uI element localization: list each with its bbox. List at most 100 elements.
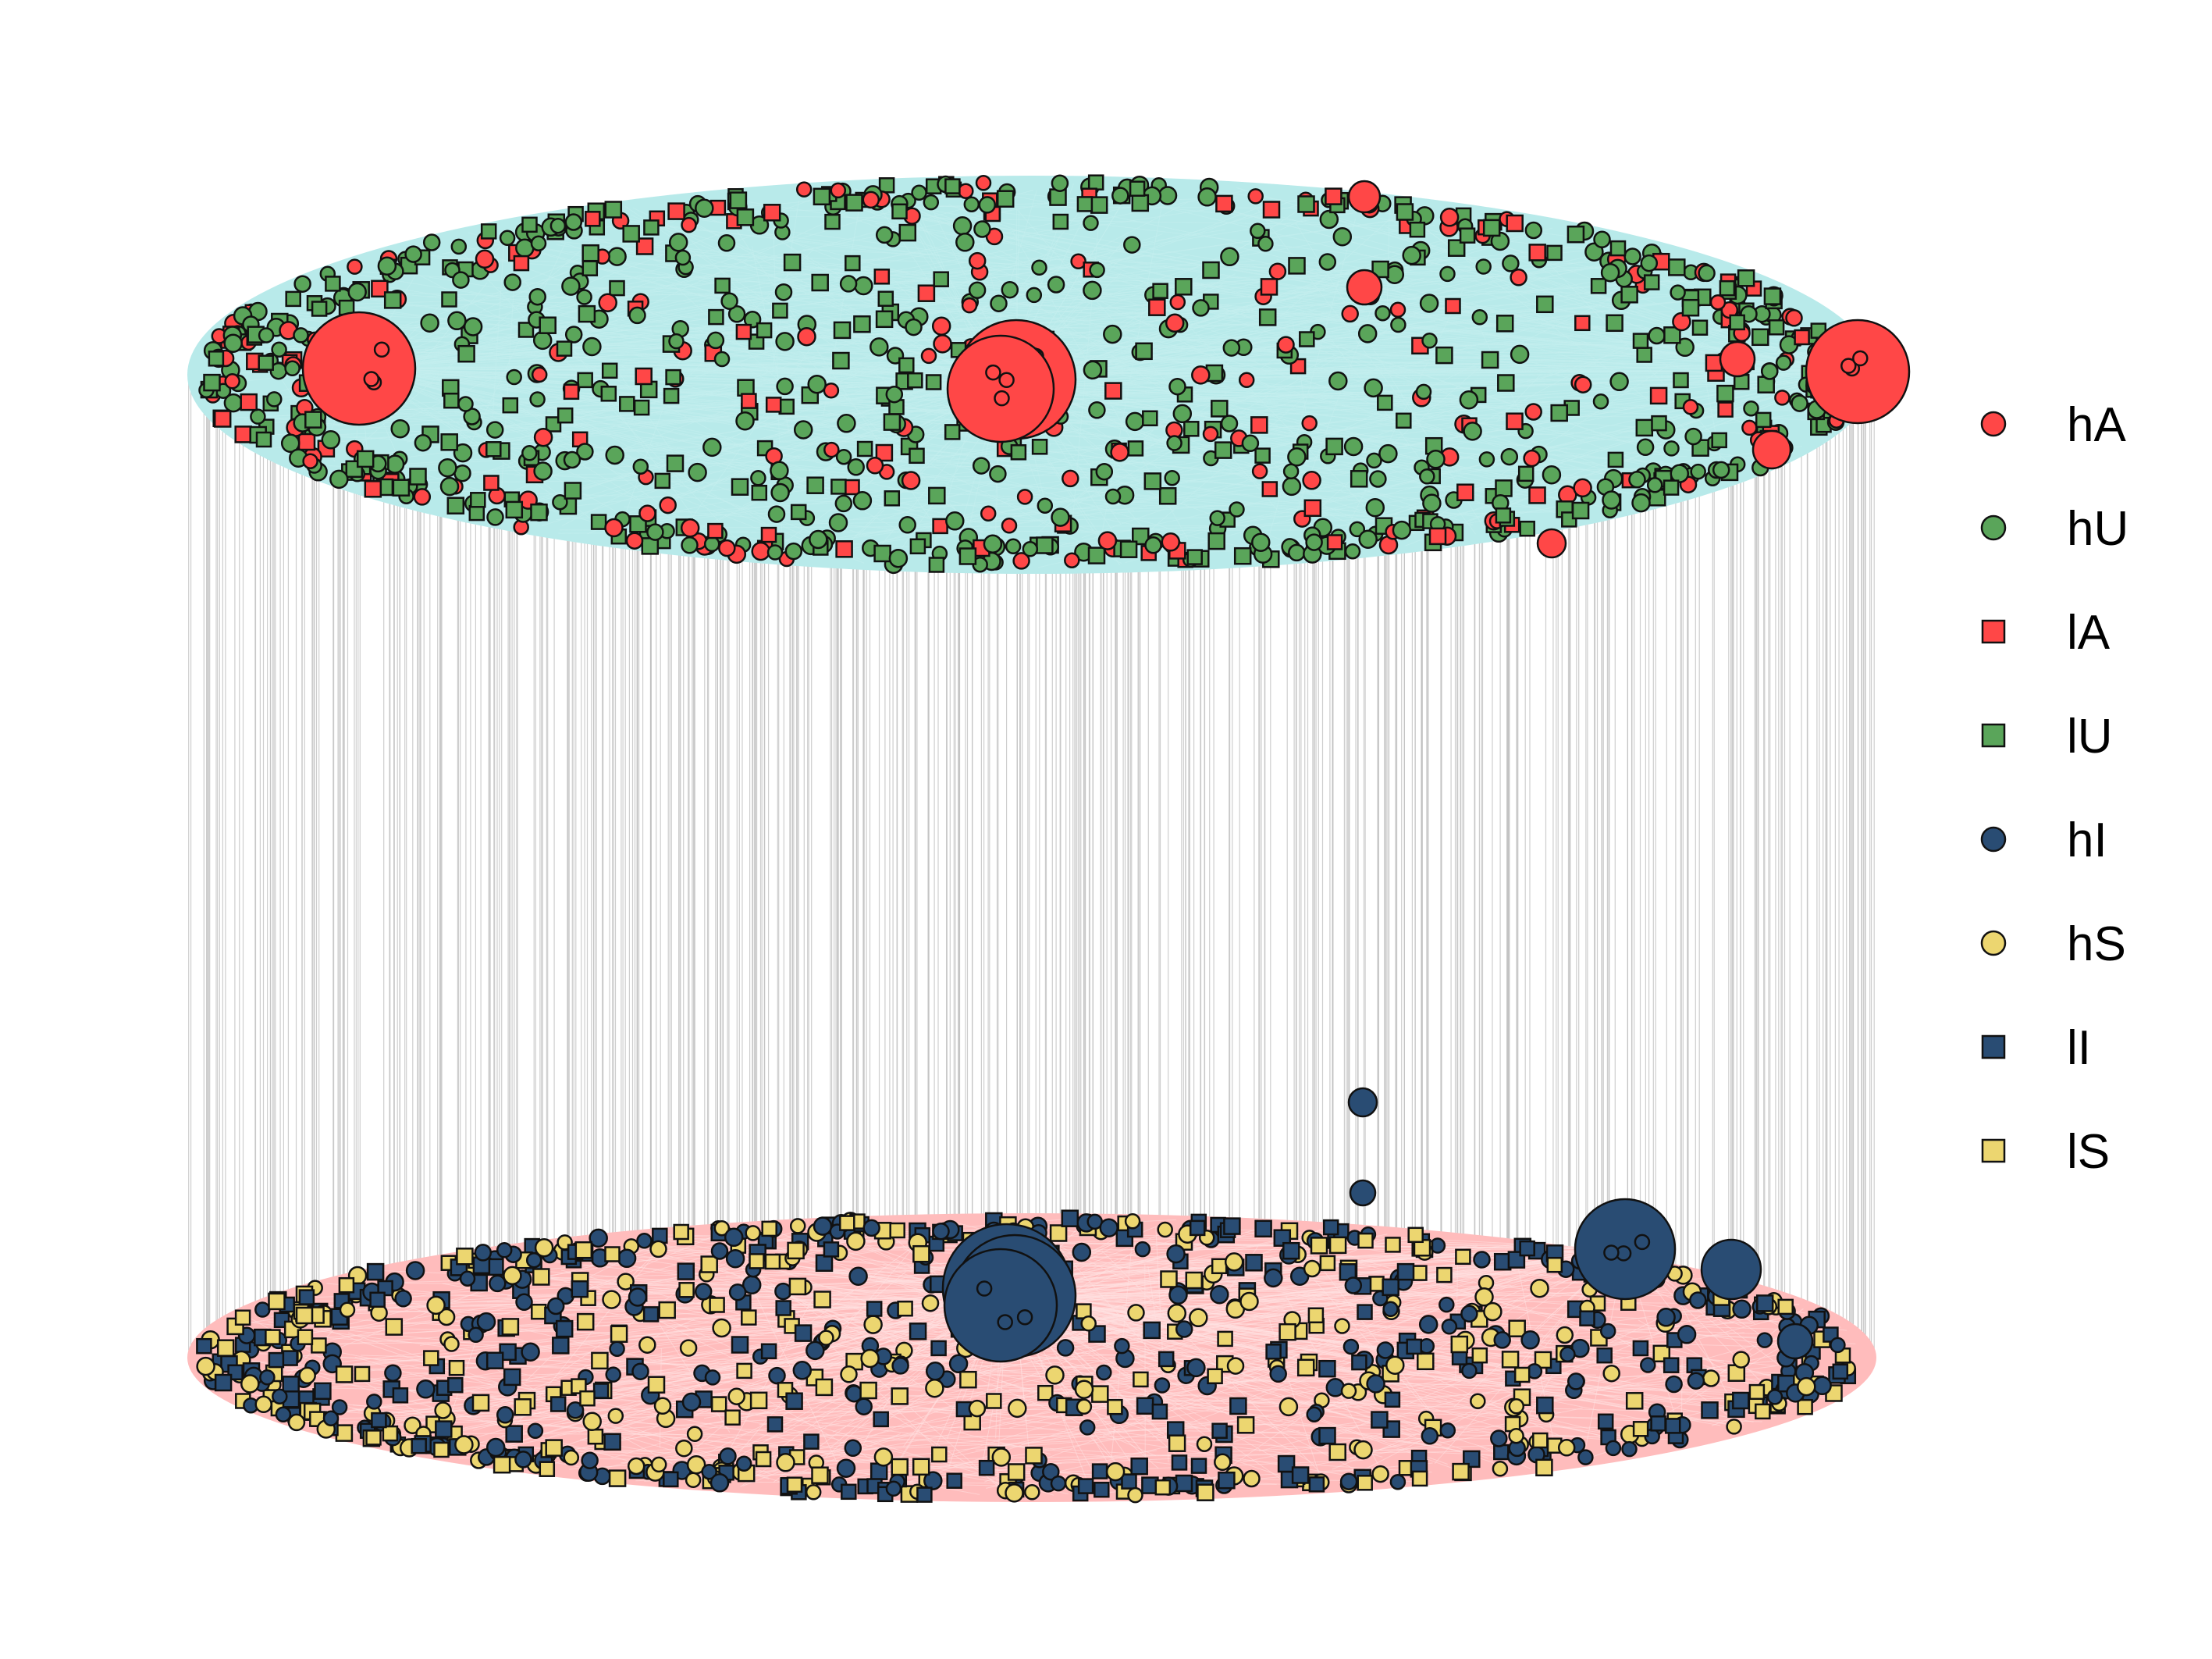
node-hU bbox=[809, 529, 828, 550]
node-lI bbox=[1579, 1310, 1595, 1326]
node-lS bbox=[1407, 1226, 1424, 1244]
node-hU bbox=[774, 283, 793, 301]
layer-edge bbox=[880, 376, 1313, 521]
node-hU bbox=[452, 271, 470, 289]
node-hS bbox=[818, 1330, 834, 1346]
node-lU bbox=[601, 362, 618, 379]
node-hU bbox=[727, 305, 746, 323]
node-hI bbox=[774, 1282, 792, 1301]
node-hU bbox=[607, 247, 627, 266]
node-lS bbox=[724, 1409, 741, 1426]
node-hU bbox=[552, 493, 568, 511]
node-hA bbox=[1191, 365, 1211, 385]
node-lS bbox=[1501, 1351, 1520, 1369]
node-hS bbox=[650, 1456, 667, 1473]
node-lS bbox=[574, 1241, 593, 1259]
layer-edge bbox=[1037, 356, 1278, 527]
node-lU bbox=[1620, 286, 1638, 304]
node-hU bbox=[1402, 245, 1421, 265]
node-hS bbox=[454, 1435, 474, 1454]
node-hU bbox=[1419, 468, 1435, 485]
node-lU bbox=[1031, 439, 1048, 455]
node-lU bbox=[441, 291, 457, 308]
node-hI bbox=[546, 1297, 565, 1315]
node-lU bbox=[1590, 278, 1607, 294]
layer-edge bbox=[358, 368, 1360, 490]
layer-edge bbox=[1316, 1380, 1462, 1445]
layer-edge bbox=[1133, 1337, 1503, 1416]
node-hI bbox=[1812, 1376, 1832, 1396]
node-hS bbox=[1483, 1301, 1503, 1322]
layer-edge bbox=[728, 1239, 838, 1462]
node-lI bbox=[196, 1337, 212, 1355]
node-hU bbox=[1712, 461, 1730, 479]
legend-marker-circle bbox=[1980, 826, 2007, 853]
node-lS bbox=[1385, 1237, 1401, 1253]
node-hU bbox=[1478, 451, 1495, 468]
node-lI bbox=[815, 1254, 834, 1273]
node-lI bbox=[1171, 1454, 1188, 1471]
node-hU bbox=[453, 443, 473, 463]
node-hU bbox=[447, 311, 467, 331]
layer-edge bbox=[358, 368, 829, 497]
layer-edge bbox=[705, 408, 1802, 419]
layer-edge bbox=[607, 292, 1460, 319]
node-hU bbox=[1364, 378, 1383, 398]
node-hA bbox=[347, 258, 363, 275]
node-lU bbox=[1254, 447, 1271, 464]
node-lU bbox=[633, 399, 650, 416]
node-hI bbox=[476, 1312, 496, 1332]
node-hI bbox=[885, 1480, 902, 1497]
layer-edge bbox=[909, 1360, 1516, 1461]
node-lU bbox=[1546, 244, 1563, 262]
node-hI bbox=[259, 1369, 276, 1386]
node-lU bbox=[468, 504, 485, 522]
node-lU bbox=[480, 223, 497, 240]
bottom-layer-nodes bbox=[196, 1087, 1857, 1504]
node-hU bbox=[521, 445, 538, 461]
node-lI bbox=[794, 1324, 813, 1342]
legend-item-hU: hU bbox=[1980, 502, 2128, 556]
layer-edge bbox=[290, 1368, 682, 1476]
node-lS bbox=[1236, 1416, 1255, 1434]
node-lI bbox=[1121, 1473, 1137, 1490]
node-hS bbox=[240, 1374, 260, 1394]
node-hU bbox=[1241, 434, 1260, 453]
layer-edge bbox=[1282, 261, 1389, 550]
layer-edge bbox=[458, 288, 573, 316]
node-lU bbox=[1447, 239, 1466, 257]
node-hU bbox=[668, 233, 688, 252]
node-hA bbox=[1169, 294, 1186, 311]
node-hU bbox=[1670, 284, 1686, 301]
node-hA bbox=[1268, 262, 1287, 280]
node-lU bbox=[1258, 308, 1277, 326]
node-lU bbox=[731, 478, 749, 496]
node-lU bbox=[581, 260, 599, 276]
node-hI bbox=[1567, 1372, 1585, 1390]
node-lS bbox=[1411, 1470, 1428, 1487]
layer-edge bbox=[675, 388, 1001, 422]
node-lA bbox=[1215, 194, 1233, 213]
node-hS bbox=[602, 1290, 621, 1309]
node-hU bbox=[766, 544, 784, 561]
node-hU bbox=[1051, 174, 1069, 192]
node-hA bbox=[985, 364, 1001, 381]
node-hU bbox=[529, 391, 546, 408]
node-lU bbox=[604, 201, 623, 219]
node-hA bbox=[994, 390, 1010, 407]
node-lS bbox=[335, 1424, 354, 1442]
node-lU bbox=[530, 503, 548, 522]
node-hI bbox=[1473, 1251, 1491, 1269]
node-hI bbox=[1520, 1330, 1540, 1350]
node-hA bbox=[1301, 415, 1318, 432]
node-lS bbox=[673, 1223, 689, 1241]
node-hS bbox=[1340, 1383, 1357, 1399]
layer-edge bbox=[1014, 1295, 1800, 1305]
node-hI bbox=[1665, 1375, 1683, 1394]
node-lS bbox=[608, 1469, 627, 1487]
node-hA bbox=[1165, 313, 1185, 333]
layer-edge bbox=[345, 1432, 1566, 1440]
node-lS bbox=[891, 1387, 909, 1405]
node-hS bbox=[1303, 1259, 1321, 1278]
node-lS bbox=[1278, 1323, 1296, 1341]
